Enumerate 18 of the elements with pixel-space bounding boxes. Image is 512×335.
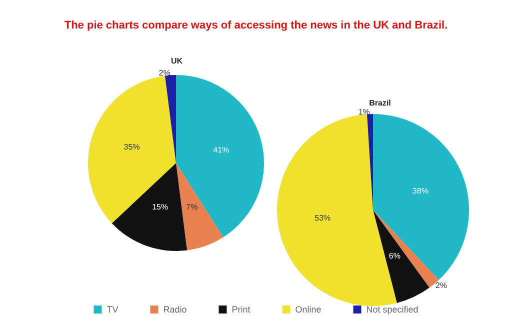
data-label: 35%: [124, 142, 140, 152]
data-label: 38%: [412, 186, 428, 196]
data-label: 2%: [158, 68, 170, 78]
data-label: 53%: [314, 213, 331, 222]
chart-title: Brazil: [369, 98, 391, 108]
text: The pie charts compare ways of accessing the news in the UK and Brazil.: [64, 20, 448, 32]
data-label: 15%: [152, 202, 168, 212]
chart-title: UK: [171, 56, 183, 66]
legend-label: Online: [295, 304, 322, 314]
data-label: 2%: [435, 281, 448, 290]
legend-label: Radio: [163, 304, 187, 314]
legend-label: Not specified: [366, 304, 418, 314]
data-label: 6%: [388, 252, 400, 261]
data-label: 1%: [358, 108, 370, 117]
data-label: 7%: [186, 202, 198, 212]
data-label: 41%: [213, 145, 230, 154]
legend-label: Print: [232, 304, 251, 314]
legend-label: TV: [106, 304, 118, 314]
